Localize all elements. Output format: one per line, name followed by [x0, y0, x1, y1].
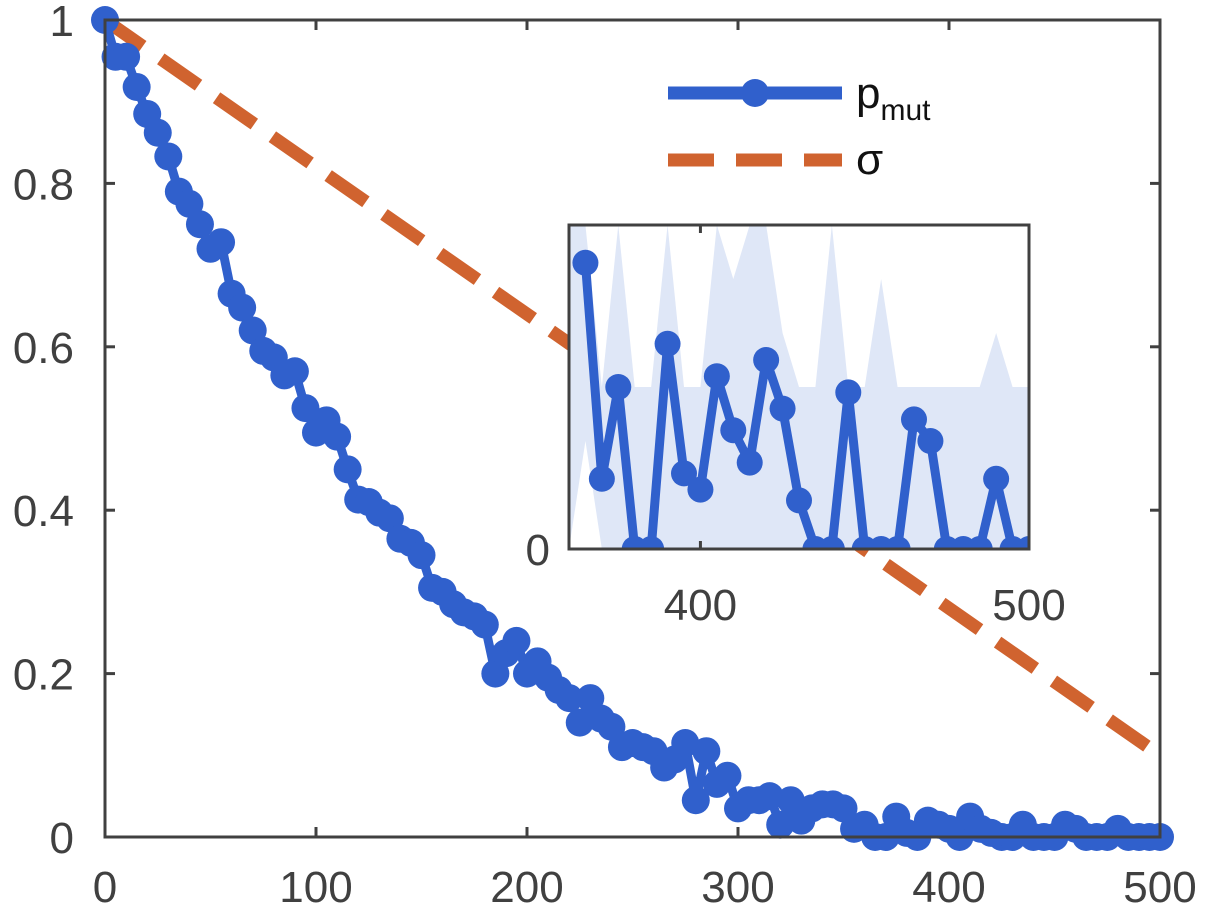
- main-frame: [103, 18, 1162, 839]
- inset-pmut-point: [703, 363, 730, 390]
- x-tick-label: 200: [490, 863, 563, 912]
- legend-marker-pmut: [741, 79, 769, 107]
- inset-content: [569, 225, 1029, 549]
- inset-pmut-point: [753, 347, 780, 373]
- y-tick-label: 1: [50, 0, 74, 46]
- inset-pmut-point: [983, 465, 1010, 492]
- x-tick-label: 100: [279, 863, 352, 912]
- pmut-point: [681, 786, 710, 815]
- pmut-point: [565, 708, 594, 737]
- legend: pmut σ: [668, 69, 931, 184]
- inset-pmut-point: [818, 536, 845, 549]
- pmut-point: [185, 210, 214, 239]
- pmut-point: [502, 626, 531, 655]
- inset-pmut-point: [687, 476, 714, 503]
- legend-label-sigma: σ: [856, 135, 883, 184]
- y-tick-label: 0.2: [13, 651, 74, 700]
- pmut-point: [671, 729, 700, 758]
- x-tick-label: 0: [93, 863, 117, 912]
- pmut-point: [122, 72, 151, 101]
- inset-frame: [567, 223, 1031, 551]
- inset-x-tick-label: 500: [992, 581, 1065, 630]
- inset-pmut-point: [966, 536, 993, 549]
- pmut-point: [713, 761, 742, 790]
- inset-pmut-point: [786, 487, 812, 514]
- inset-pmut-point: [720, 417, 747, 444]
- x-tick-label: 500: [1123, 863, 1196, 912]
- pmut-point: [112, 42, 141, 71]
- x-tick-label: 300: [701, 863, 774, 912]
- pmut-point: [154, 142, 183, 171]
- pmut-point: [766, 810, 795, 839]
- pmut-point: [407, 541, 436, 570]
- inset-pmut-point: [884, 536, 911, 549]
- pmut-point: [143, 118, 172, 147]
- pmut-point: [755, 782, 784, 811]
- inset-pmut-line: [580, 262, 1029, 549]
- legend-label-pmut: pmut: [856, 69, 931, 127]
- inset-pmut-point: [917, 428, 944, 454]
- pmut-point: [207, 228, 236, 257]
- inset-pmut-point: [901, 406, 927, 433]
- pmut-point: [291, 394, 320, 423]
- inset-pmut-point: [671, 460, 697, 487]
- inset-pmut-point: [588, 465, 615, 492]
- inset-y-tick-label: 0: [526, 526, 550, 575]
- inset-pmut-point: [736, 449, 763, 476]
- inset-pmut-point: [835, 379, 862, 406]
- inset-pmut-point: [605, 374, 632, 400]
- y-tick-label: 0.6: [13, 324, 74, 373]
- pmut-point: [280, 357, 309, 386]
- x-tick-label: 400: [912, 863, 985, 912]
- legend-label-pmut-main: p: [856, 69, 880, 118]
- inset-pmut-point: [572, 249, 599, 276]
- inset-pmut-point: [1016, 536, 1029, 549]
- legend-label-pmut-sub: mut: [880, 94, 931, 127]
- inset-plot: 400 500 0: [526, 223, 1066, 630]
- pmut-point: [470, 610, 499, 639]
- pmut-point: [555, 684, 584, 713]
- y-tick-label: 0: [50, 814, 74, 863]
- pmut-point: [333, 455, 362, 484]
- pmut-point: [228, 293, 257, 322]
- pmut-point: [323, 422, 352, 451]
- pmut-point: [692, 737, 721, 766]
- inset-pmut-point: [654, 330, 681, 357]
- y-tick-label: 0.8: [13, 160, 74, 209]
- inset-pmut-point: [638, 536, 665, 549]
- inset-x-tick-label: 400: [664, 581, 737, 630]
- y-tick-label: 0.4: [13, 487, 74, 536]
- inset-pmut-point: [769, 395, 796, 422]
